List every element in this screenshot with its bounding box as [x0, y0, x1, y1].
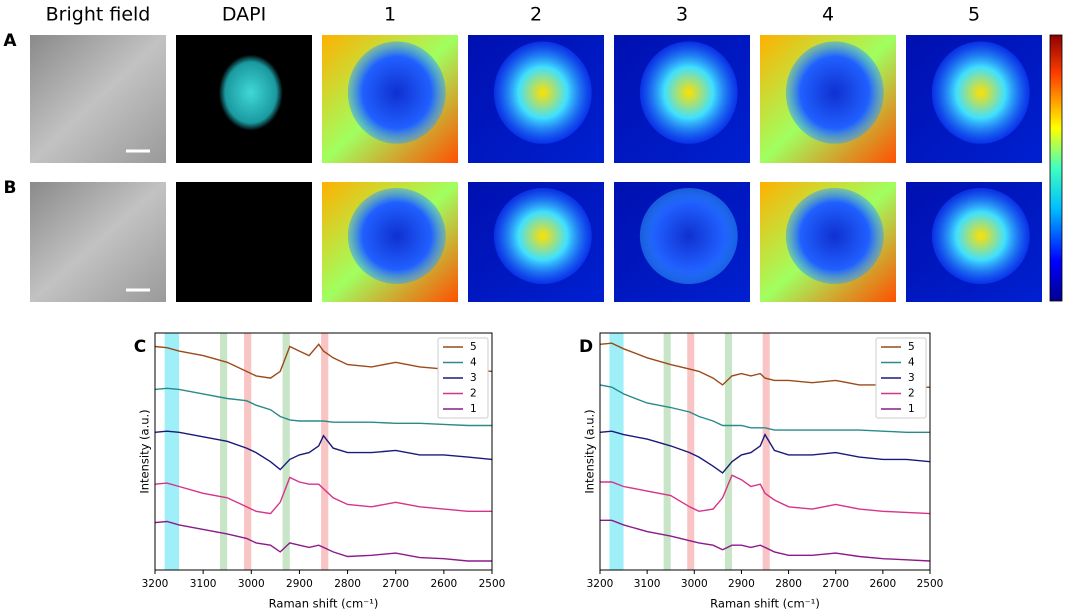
cell — [639, 188, 738, 284]
image-panel — [30, 35, 166, 163]
cell — [785, 41, 884, 144]
image-panel — [176, 182, 312, 302]
x-tick-label: 3200 — [142, 578, 169, 590]
legend-label: 5 — [470, 341, 477, 353]
cell — [347, 41, 446, 144]
charts: 3200 3100 3000 2900 2800 2700 2600 2500 Raman sh… — [134, 332, 944, 611]
row-label: A — [3, 31, 17, 51]
cell — [931, 188, 1030, 284]
x-tick-label: 2600 — [430, 578, 457, 590]
spectrum-line — [154, 343, 493, 379]
highlight-band — [244, 333, 252, 570]
column-label: 2 — [530, 4, 542, 26]
spectrum-line — [599, 342, 930, 388]
highlight-band — [762, 333, 770, 570]
x-tick-label: 2500 — [917, 578, 944, 590]
spectrum-line — [154, 520, 492, 562]
highlight-band — [164, 333, 180, 570]
legend-label: 3 — [470, 372, 477, 384]
cell — [493, 188, 592, 284]
highlight-band — [687, 333, 695, 570]
legend-label: 1 — [908, 403, 915, 415]
line-chart: 3200 3100 3000 2900 2800 2700 2600 2500 Raman sh… — [134, 332, 506, 611]
x-tick-label: 3000 — [681, 578, 708, 590]
panel-label: D — [579, 337, 593, 357]
spectrum-line — [600, 474, 931, 515]
legend-label: 2 — [908, 388, 915, 400]
x-tick-label: 2800 — [334, 578, 361, 590]
plot-frame — [154, 332, 493, 571]
x-tick-label: 3100 — [190, 578, 217, 590]
legend-label: 2 — [470, 388, 477, 400]
x-tick-label: 2900 — [286, 578, 313, 590]
column-label: 1 — [384, 4, 396, 26]
cell — [785, 188, 884, 284]
legend-label: 1 — [470, 403, 477, 415]
x-tick-label: 2700 — [382, 578, 409, 590]
spectrum-line — [154, 387, 492, 427]
legend-label: 3 — [908, 372, 915, 384]
spectrum-line — [154, 476, 492, 515]
x-tick-label: 2900 — [728, 578, 755, 590]
x-tick-label: 2800 — [775, 578, 802, 590]
spectrum-line — [600, 519, 931, 562]
legend-label: 4 — [908, 357, 915, 369]
column-label: 5 — [968, 4, 980, 26]
cell — [639, 41, 738, 144]
highlight-band — [609, 333, 624, 570]
column-label: 4 — [822, 4, 834, 26]
x-tick-label: 3200 — [587, 578, 614, 590]
image-panels: Bright field DAPI 1 2 3 4 5 A B — [3, 4, 1042, 302]
panel-label: C — [134, 337, 146, 357]
colorbar — [1049, 34, 1063, 302]
cell — [931, 41, 1030, 144]
cell — [218, 54, 283, 131]
x-tick-label: 2700 — [822, 578, 849, 590]
spectrum-line — [599, 430, 931, 474]
highlight-band — [724, 333, 732, 570]
x-axis-label: Raman shift (cm⁻¹) — [269, 597, 379, 611]
x-axis-label: Raman shift (cm⁻¹) — [710, 597, 820, 611]
highlight-band — [663, 333, 671, 570]
cell — [347, 188, 446, 284]
image-panel — [30, 182, 166, 302]
line-chart: 3200 3100 3000 2900 2800 2700 2600 2500 Raman sh… — [579, 332, 944, 611]
cell — [493, 41, 592, 144]
spectrum-line — [599, 384, 930, 433]
column-label: DAPI — [222, 4, 266, 26]
y-axis-label: Intensity (a.u.) — [583, 409, 597, 493]
legend-label: 4 — [470, 357, 477, 369]
x-tick-label: 3000 — [238, 578, 265, 590]
x-tick-label: 2500 — [479, 578, 506, 590]
row-label: B — [4, 178, 17, 198]
column-label: 3 — [676, 4, 688, 26]
x-tick-label: 2600 — [869, 578, 896, 590]
plot-frame — [599, 332, 931, 571]
x-tick-label: 3100 — [634, 578, 661, 590]
highlight-band — [321, 333, 329, 570]
highlight-band — [282, 333, 290, 570]
y-axis-label: Intensity (a.u.) — [138, 409, 152, 493]
spectrum-line — [154, 430, 493, 471]
legend-label: 5 — [908, 341, 915, 353]
column-label: Bright field — [46, 4, 151, 26]
highlight-band — [219, 333, 228, 570]
